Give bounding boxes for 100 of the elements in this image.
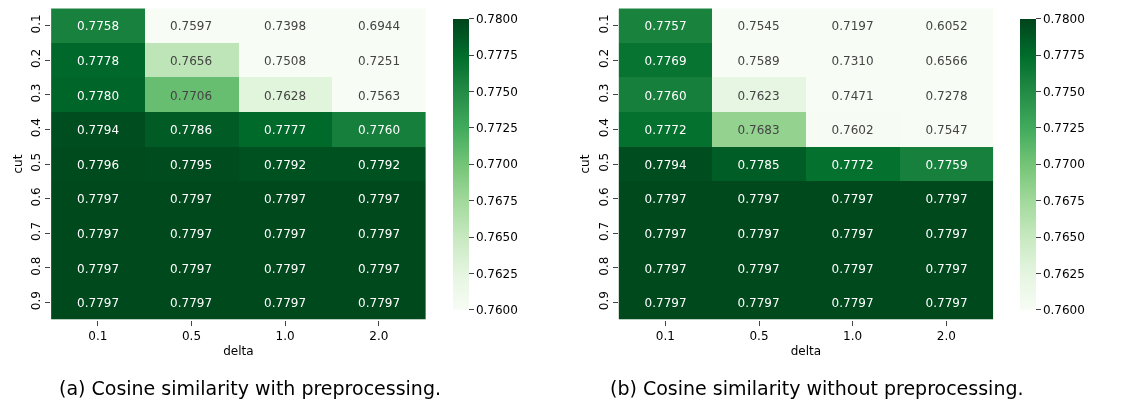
data-label: 0.7656: [170, 53, 213, 68]
color-bar-label: 0.7800: [475, 11, 518, 26]
data-label: 0.7797: [264, 295, 307, 310]
text: (b) Cosine similarity without preprocessing.: [610, 377, 1024, 399]
data-label: 0.7778: [77, 53, 120, 68]
data-label: 0.7797: [77, 226, 120, 241]
color-bar-label: 0.7800: [1042, 11, 1085, 26]
data-label: 0.7797: [77, 261, 120, 276]
x-tick-label: 0.5: [181, 329, 202, 344]
x-axis-title: delta: [223, 344, 254, 359]
x-tick-label: 1.0: [843, 329, 863, 344]
data-label: 0.7547: [925, 122, 968, 137]
data-label: 0.7797: [737, 191, 780, 206]
color-bar-label: 0.7700: [1042, 157, 1085, 172]
y-tick-label: 0.4: [29, 118, 44, 138]
data-label: 0.7780: [77, 88, 120, 103]
data-label: 0.7757: [644, 18, 687, 33]
data-label: 0.7683: [737, 122, 780, 137]
x-tick-label: 2.0: [369, 329, 389, 344]
y-tick-label: 0.6: [29, 187, 44, 207]
data-label: 0.7589: [737, 53, 780, 68]
y-axis-title: cut: [578, 154, 593, 174]
data-label: 0.6566: [925, 53, 968, 68]
data-label: 0.7797: [644, 191, 687, 206]
color-bar-label: 0.7775: [475, 48, 518, 63]
color-bar-label: 0.7675: [1042, 193, 1085, 208]
data-label: 0.7797: [170, 191, 213, 206]
y-tick-label: 0.6: [596, 187, 611, 207]
color-bar-label: 0.7625: [475, 266, 518, 281]
data-label: 0.7471: [831, 88, 874, 103]
data-label: 0.7706: [170, 88, 213, 103]
data-label: 0.7797: [358, 261, 401, 276]
text: (a) Cosine similarity with preprocessing.: [59, 377, 441, 399]
y-tick-label: 0.8: [29, 256, 44, 276]
data-label: 0.7310: [831, 53, 874, 68]
data-label: 0.7797: [644, 295, 687, 310]
data-label: 0.7797: [737, 295, 780, 310]
y-tick-label: 0.3: [29, 83, 44, 103]
x-tick-label: 1.0: [275, 329, 295, 344]
data-label: 0.7797: [831, 261, 874, 276]
y-tick-label: 0.3: [596, 83, 611, 103]
data-label: 0.7797: [170, 295, 213, 310]
y-tick-label: 0.5: [29, 152, 44, 172]
data-label: 0.7777: [264, 122, 307, 137]
data-label: 0.7797: [737, 226, 780, 241]
data-label: 0.7797: [264, 226, 307, 241]
y-tick-label: 0.5: [596, 152, 611, 172]
data-label: 0.7772: [831, 157, 874, 172]
data-label: 0.7795: [170, 157, 213, 172]
y-tick-label: 0.7: [596, 221, 611, 242]
color-bar-label: 0.7775: [1042, 48, 1085, 63]
y-axis-title: cut: [10, 154, 25, 174]
data-label: 0.7797: [358, 226, 401, 241]
data-label: 0.6944: [358, 18, 401, 33]
data-label: 0.7797: [644, 261, 687, 276]
data-label: 0.7792: [358, 157, 401, 172]
data-label: 0.7545: [737, 18, 780, 33]
data-label: 0.7563: [358, 88, 401, 103]
data-label: 0.7794: [644, 157, 687, 172]
data-label: 0.7772: [644, 122, 687, 137]
data-label: 0.7597: [170, 18, 213, 33]
color-bar-label: 0.7650: [1042, 230, 1085, 245]
data-label: 0.7797: [925, 191, 968, 206]
data-label: 0.7769: [644, 53, 687, 68]
x-tick-label: 0.1: [88, 329, 108, 344]
y-tick-label: 0.2: [29, 48, 44, 69]
data-label: 0.7792: [264, 157, 307, 172]
color-bar-label: 0.7675: [475, 193, 518, 208]
color-bar-label: 0.7725: [1042, 121, 1085, 136]
data-label: 0.7760: [644, 88, 687, 103]
color-bar-label: 0.7750: [475, 84, 518, 99]
data-label: 0.7786: [170, 122, 213, 137]
x-axis-title: delta: [790, 344, 822, 359]
x-tick-label: 0.5: [749, 329, 769, 344]
y-tick-label: 0.7: [29, 221, 44, 242]
data-label: 0.7797: [358, 191, 401, 206]
data-label: 0.7602: [831, 122, 874, 137]
data-label: 0.7628: [264, 88, 307, 103]
color-bar-label: 0.7725: [475, 121, 518, 136]
y-tick-label: 0.9: [596, 291, 611, 311]
data-label: 0.7278: [925, 88, 968, 103]
color-bar-label: 0.7700: [475, 157, 518, 172]
data-label: 0.7797: [77, 295, 120, 310]
x-tick-label: 0.1: [655, 329, 675, 344]
data-label: 0.7797: [831, 191, 874, 206]
data-label: 0.7797: [77, 191, 120, 206]
data-label: 0.7785: [737, 157, 780, 172]
data-label: 0.7398: [264, 18, 307, 33]
y-tick-label: 0.1: [29, 14, 44, 34]
data-label: 0.7797: [264, 261, 307, 276]
data-label: 0.7796: [77, 157, 120, 172]
data-label: 0.7758: [77, 18, 120, 33]
data-label: 0.6052: [925, 18, 968, 33]
y-tick-label: 0.4: [596, 118, 611, 138]
data-label: 0.7797: [264, 191, 307, 206]
color-bar-label: 0.7650: [475, 230, 518, 245]
color-bar-label: 0.7600: [475, 302, 518, 317]
data-label: 0.7797: [925, 261, 968, 276]
data-label: 0.7797: [737, 261, 780, 276]
y-tick-label: 0.1: [596, 14, 611, 34]
